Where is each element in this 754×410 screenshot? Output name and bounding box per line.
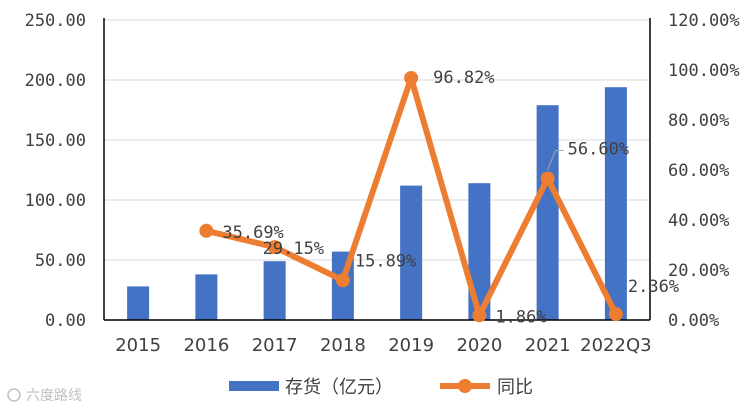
yoy-point [608, 307, 623, 322]
yoy-data-labels: 35.69%29.15% 15.89% 96.82% 1.86% 56.60% 2.36% [222, 68, 679, 327]
yoy-point [540, 171, 555, 186]
bar [263, 261, 286, 320]
left-tick-label: 200.00 [25, 71, 86, 91]
bar [195, 274, 218, 320]
watermark: 六度路线 [7, 388, 82, 404]
yoy-point [404, 70, 419, 85]
legend: 存货（亿元） 同比 [229, 377, 533, 398]
watermark-logo-icon [7, 388, 21, 402]
yoy-data-label: 35.69% [222, 223, 283, 243]
x-tick-label: 2015 [115, 335, 161, 356]
right-tick-label: 120.00% [668, 11, 740, 31]
yoy-data-label: 56.60% [568, 140, 629, 160]
legend-line-marker [458, 379, 472, 393]
right-tick-label: 20.00% [668, 261, 729, 281]
yoy-point [335, 273, 350, 288]
x-tick-label: 2018 [320, 335, 366, 356]
yoy-line [199, 70, 623, 323]
right-axis-ticks: 0.00% 20.00% 40.00% 60.00% 80.00% 100.00% 120.… [668, 11, 740, 331]
x-axis-ticks: 2015 2016 2017 2018 2019 2020 2021 2022Q3 [115, 335, 651, 356]
leader-line [547, 150, 564, 170]
left-axis-ticks: 0.00 50.00 100.00 150.00 200.00 250.00 [25, 11, 86, 331]
left-tick-label: 100.00 [25, 191, 86, 211]
yoy-data-label: 2.36% [628, 277, 679, 297]
legend-bar-swatch [229, 381, 279, 391]
right-tick-label: 80.00% [668, 111, 729, 131]
inventory-bars [127, 87, 627, 320]
bar [536, 105, 559, 320]
x-tick-label: 2021 [525, 335, 571, 356]
yoy-data-label: 15.89% [355, 251, 416, 271]
legend-line-label: 同比 [497, 377, 533, 398]
bar [604, 87, 627, 320]
bar [127, 286, 150, 320]
yoy-data-label: 96.82% [433, 68, 494, 88]
right-tick-label: 0.00% [668, 311, 719, 331]
yoy-point [472, 308, 487, 323]
right-tick-label: 60.00% [668, 161, 729, 181]
yoy-point [267, 240, 282, 255]
x-tick-label: 2022Q3 [580, 335, 651, 356]
right-tick-label: 40.00% [668, 211, 729, 231]
yoy-point [199, 223, 214, 238]
yoy-data-label: 29.15% [263, 239, 324, 259]
x-tick-label: 2020 [456, 335, 502, 356]
left-tick-label: 0.00 [45, 311, 86, 331]
watermark-text: 六度路线 [26, 388, 82, 404]
x-tick-label: 2019 [388, 335, 434, 356]
x-tick-label: 2017 [252, 335, 298, 356]
right-tick-label: 100.00% [668, 61, 740, 81]
left-tick-label: 250.00 [25, 11, 86, 31]
left-tick-label: 50.00 [35, 251, 86, 271]
yoy-data-label: 1.86% [495, 307, 546, 327]
legend-bar-label: 存货（亿元） [285, 377, 393, 398]
x-tick-label: 2016 [183, 335, 229, 356]
axes [103, 18, 651, 321]
left-tick-label: 150.00 [25, 131, 86, 151]
bar [400, 185, 423, 320]
